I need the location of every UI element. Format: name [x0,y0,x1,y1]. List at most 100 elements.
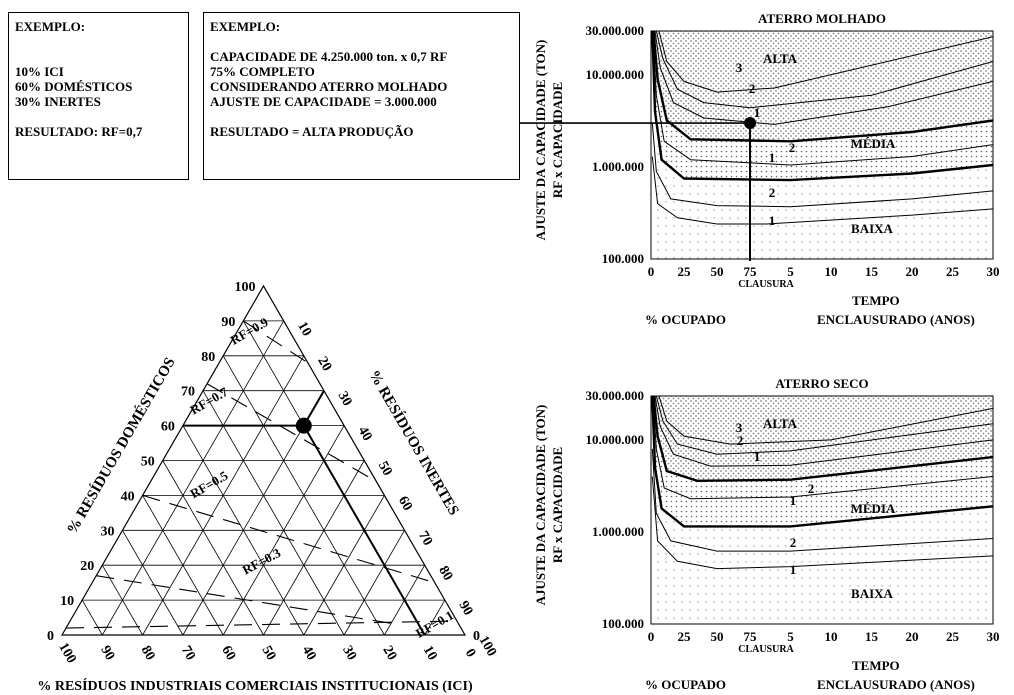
example-right-line: CAPACIDADE DE 4.250.000 ton. x 0,7 RF [210,49,448,64]
y-tick-label: 1.000.000 [592,524,644,539]
domestic-axis-label: % RESÍDUOS DOMÉSTICOS [64,355,179,537]
curve-label: 3 [736,60,743,75]
inert-tick-label: 90 [455,599,475,619]
plot-frame [650,395,994,625]
domestic-tick-label: 30 [100,524,114,539]
x-axis-label-time: TEMPO [852,658,900,673]
example-path-ici [302,425,426,636]
chart-aterro-molhado: ATERRO MOLHADO 100.000 1.000.000 10.000.000… [520,11,1000,327]
zone-alta-fill [651,396,993,481]
ici-axis-label: % RESÍDUOS INDUSTRIAIS COMERCIAIS INSTIT… [37,677,473,694]
zone-alta-fill [651,31,993,142]
ici-tick-label: 80 [138,643,158,663]
rf-label: RF=0.5 [187,468,230,502]
x-tick-label-percent: 25 [678,264,692,279]
ternary-grid [60,284,467,636]
domestic-tick-label: 60 [161,420,175,435]
zone-boundary-curve [651,31,993,182]
grid-line-ici [101,565,143,636]
curve-label: 1 [769,150,776,165]
example-right-result: RESULTADO = ALTA PRODUÇÃO [210,124,414,139]
y-axis-label-2: RF x CAPACIDADE [550,447,565,563]
curve-label: 1 [790,562,797,577]
ici-tick-label: 100 [55,640,78,666]
y-tick-label: 10.000.000 [586,432,645,447]
x-tick-label-years: 20 [906,629,919,644]
example-right-line: AJUSTE DE CAPACIDADE = 3.000.000 [210,94,437,109]
production-curve [658,396,993,445]
production-curve [651,122,993,208]
zone-boundary-curve [651,396,993,528]
inert-tick-label: 70 [415,529,435,549]
curve-label: 2 [808,481,815,496]
x-tick-label-years: 25 [946,264,960,279]
x-tick-label-percent: 0 [648,264,655,279]
production-curve [651,156,993,225]
grid-line-inert [263,460,365,636]
y-tick-label: 30.000.000 [586,23,645,38]
curve-label: 2 [737,433,744,448]
chart-aterro-seco: ATERRO SECO 100.000 1.000.000 10.000.000 30.… [533,376,1000,692]
domestic-tick-label: 100 [235,280,256,295]
inert-tick-label: 60 [395,494,415,514]
plot-area [651,396,993,624]
domestic-tick-label: 20 [80,559,94,574]
x-tick-label-years: 30 [987,629,1000,644]
example-right-line: CONSIDERANDO ATERRO MOLHADO [210,79,448,94]
x-tick-label-years: 20 [906,264,919,279]
grid-line-ici [81,599,103,636]
y-tick-label: 1.000.000 [592,159,644,174]
x-tick-label-years: 25 [946,629,960,644]
x-tick-label-years: 5 [787,264,794,279]
production-curve [652,396,993,500]
example-point-marker [295,417,312,434]
ternary-example-path [182,390,426,636]
zone-label: BAIXA [851,586,894,601]
domestic-tick-label: 90 [221,315,235,330]
ici-tick-label: 0 [462,646,478,660]
x-tick-label-percent: 75 [744,264,758,279]
zone-label: BAIXA [851,221,894,236]
curve-label: 1 [790,493,797,508]
ici-tick-label: 30 [339,643,359,663]
grid-line-ici [202,390,345,636]
rf-contour-lines: RF=0.9RF=0.7RF=0.5RF=0.3RF=0.1 [66,314,457,641]
domestic-tick-label: 80 [201,350,215,365]
domestic-tick-label: 40 [121,489,135,504]
plot-area [651,31,993,259]
zone-label: MÉDIA [851,501,896,516]
ternary-diagram: RF=0.9RF=0.7RF=0.5RF=0.3RF=0.1 0 10 20 30 40… [37,280,499,694]
ternary-tick-labels: 0102030405060708090100102030405060708090… [47,280,499,666]
grid-line-inert [303,495,385,636]
example-left-result: RESULTADO: RF=0,7 [15,124,143,139]
x-axis-label-time: TEMPO [852,293,900,308]
y-tick-label: 100.000 [602,251,644,266]
rf-contour-line [96,575,399,626]
domestic-tick-label: 70 [181,385,195,400]
y-tick-label: 100.000 [602,616,644,631]
production-curve [654,396,993,467]
zone-boundary-curve [652,396,993,483]
curve-label: 3 [736,420,743,435]
production-curve [654,31,993,125]
zone-label: MÉDIA [851,136,896,151]
production-curve [651,476,993,570]
curve-label: 2 [769,185,776,200]
example-right-line: 75% COMPLETO [210,64,315,79]
x-tick-label-percent: 75 [744,629,758,644]
grid-line-ici [142,495,224,636]
x-tick-label-years: 10 [825,264,838,279]
x-axis-label-years: ENCLAUSURADO (ANOS) [817,677,975,692]
x-tick-label-percent: 0 [648,629,655,644]
example-right-title: EXEMPLO: [210,19,281,34]
domestic-tick-label: 10 [60,594,74,609]
production-curve [651,448,993,552]
y-tick-label: 10.000.000 [586,67,645,82]
curve-label: 2 [789,140,796,155]
zone-boundary-curve [652,31,993,143]
example-left-line: 30% INERTES [15,94,101,109]
ici-tick-label: 50 [259,643,279,663]
x-axis-label-years: ENCLAUSURADO (ANOS) [817,312,975,327]
domestic-tick-label: 0 [47,629,54,644]
